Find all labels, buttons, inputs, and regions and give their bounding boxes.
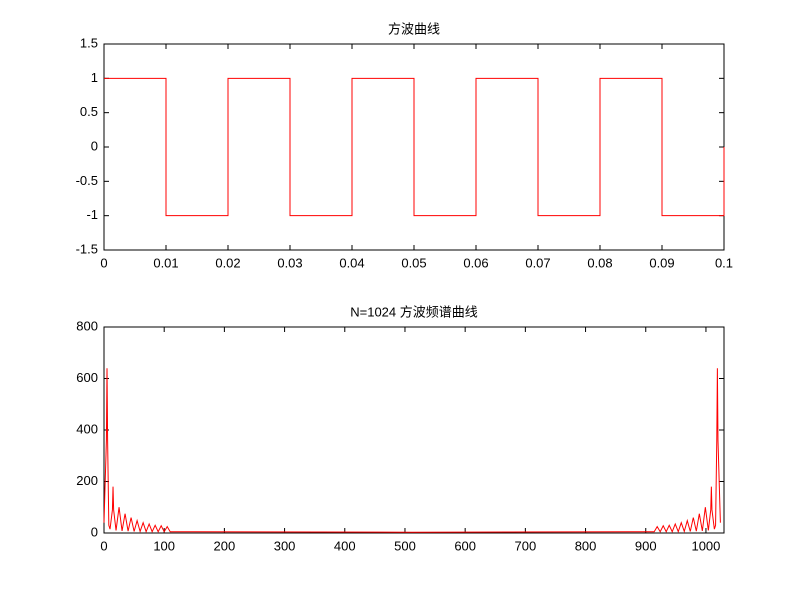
- y-tick-label: 200: [76, 473, 98, 488]
- y-tick-label: 0: [91, 138, 98, 153]
- y-tick-label: 800: [76, 318, 98, 333]
- data-line: [103, 368, 721, 534]
- x-tick-label: 900: [635, 538, 657, 553]
- axes-frame: [103, 326, 725, 534]
- x-tick-label: 700: [515, 538, 537, 553]
- x-tick-label: 0.01: [153, 255, 178, 270]
- x-tick-label: 0.1: [715, 255, 733, 270]
- x-tick-label: 400: [334, 538, 356, 553]
- chart-title: 方波曲线: [388, 21, 440, 36]
- x-tick-label: 300: [274, 538, 296, 553]
- x-tick-label: 0.04: [339, 255, 364, 270]
- y-tick-label: 600: [76, 370, 98, 385]
- chart-title: N=1024 方波频谱曲线: [350, 304, 478, 319]
- x-tick-label: 100: [153, 538, 175, 553]
- y-tick-label: -0.5: [76, 173, 98, 188]
- y-tick-label: 1.5: [80, 35, 98, 50]
- x-tick-label: 0.05: [401, 255, 426, 270]
- x-tick-label: 0: [100, 538, 107, 553]
- x-tick-label: 800: [575, 538, 597, 553]
- x-tick-label: 0.02: [215, 255, 240, 270]
- data-line: [104, 77, 725, 217]
- y-tick-label: 0: [91, 524, 98, 539]
- x-tick-label: 0.09: [649, 255, 674, 270]
- x-tick-label: 1000: [691, 538, 720, 553]
- x-tick-label: 0.07: [525, 255, 550, 270]
- x-tick-label: 0.08: [587, 255, 612, 270]
- x-tick-label: 0.03: [277, 255, 302, 270]
- x-tick-label: 600: [454, 538, 476, 553]
- y-tick-label: 400: [76, 421, 98, 436]
- x-tick-label: 200: [214, 538, 236, 553]
- y-tick-label: 1: [91, 70, 98, 85]
- x-tick-label: 0: [100, 255, 107, 270]
- x-tick-label: 0.06: [463, 255, 488, 270]
- y-tick-label: -1.5: [76, 241, 98, 256]
- y-tick-label: 0.5: [80, 104, 98, 119]
- x-tick-label: 500: [394, 538, 416, 553]
- y-tick-label: -1: [86, 207, 98, 222]
